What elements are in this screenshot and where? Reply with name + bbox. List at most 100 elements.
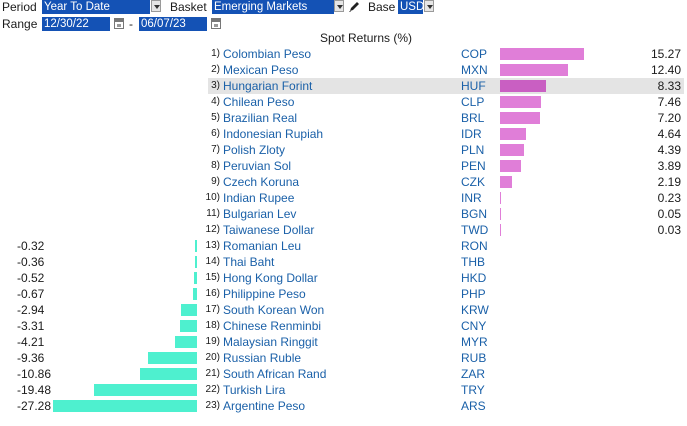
positive-return-bar	[500, 144, 525, 156]
period-dropdown[interactable]: Year To Date	[42, 0, 150, 14]
currency-row[interactable]: 15) Hong Kong Dollar HKD -0.52	[0, 270, 687, 286]
currency-name-link[interactable]: Thai Baht	[223, 255, 275, 269]
currency-name-link[interactable]: Taiwanese Dollar	[223, 223, 315, 237]
return-value: 8.33	[657, 79, 681, 93]
currency-code-link[interactable]: CZK	[461, 175, 485, 189]
currency-name-link[interactable]: Czech Koruna	[223, 175, 300, 189]
currency-code-link[interactable]: HKD	[461, 271, 487, 285]
currency-code-link[interactable]: IDR	[461, 127, 482, 141]
range-start-input[interactable]: 12/30/22	[42, 17, 110, 31]
currency-code-link[interactable]: TRY	[461, 383, 485, 397]
currency-name-link[interactable]: Chilean Peso	[223, 95, 295, 109]
rank-number: 17)	[205, 304, 220, 315]
currency-name-link[interactable]: Indian Rupee	[223, 191, 295, 205]
currency-row[interactable]: 3) Hungarian Forint HUF 8.33	[0, 78, 687, 94]
currency-name-link[interactable]: Romanian Leu	[223, 239, 302, 253]
currency-row[interactable]: 21) South African Rand ZAR -10.86	[0, 366, 687, 382]
currency-row[interactable]: 16) Philippine Peso PHP -0.67	[0, 286, 687, 302]
currency-name-link[interactable]: Mexican Peso	[223, 63, 299, 77]
basket-dropdown[interactable]: Emerging Markets	[212, 0, 334, 14]
currency-row[interactable]: 11) Bulgarian Lev BGN 0.05	[0, 206, 687, 222]
basket-dropdown-arrow-icon[interactable]	[334, 0, 344, 12]
currency-code-link[interactable]: KRW	[461, 303, 489, 317]
base-value: USD	[400, 1, 423, 13]
currency-row[interactable]: 10) Indian Rupee INR 0.23	[0, 190, 687, 206]
currency-code-link[interactable]: INR	[461, 191, 482, 205]
currency-row[interactable]: 13) Romanian Leu RON -0.32	[0, 238, 687, 254]
currency-row[interactable]: 7) Polish Zloty PLN 4.39	[0, 142, 687, 158]
period-dropdown-arrow-icon[interactable]	[151, 0, 161, 12]
negative-return-bar	[94, 384, 197, 396]
currency-name-link[interactable]: Peruvian Sol	[223, 159, 292, 173]
currency-name-link[interactable]: Argentine Peso	[223, 399, 306, 413]
base-dropdown-arrow-icon[interactable]	[424, 0, 434, 12]
return-value: -4.21	[17, 335, 45, 349]
currency-code-link[interactable]: CLP	[461, 95, 485, 109]
currency-code-link[interactable]: CNY	[461, 319, 487, 333]
return-value: -2.94	[17, 303, 45, 317]
currency-name-link[interactable]: Polish Zloty	[223, 143, 286, 157]
range-start-calendar-icon[interactable]	[114, 18, 124, 29]
edit-pencil-icon[interactable]	[348, 0, 361, 13]
positive-return-bar	[500, 128, 526, 140]
currency-code-link[interactable]: TWD	[461, 223, 489, 237]
currency-name-link[interactable]: Brazilian Real	[223, 111, 298, 125]
currency-code-link[interactable]: HUF	[461, 79, 486, 93]
currency-code-link[interactable]: MYR	[461, 335, 488, 349]
positive-return-bar	[500, 80, 546, 92]
currency-row[interactable]: 4) Chilean Peso CLP 7.46	[0, 94, 687, 110]
currency-row[interactable]: 17) South Korean Won KRW -2.94	[0, 302, 687, 318]
currency-row[interactable]: 9) Czech Koruna CZK 2.19	[0, 174, 687, 190]
currency-code-link[interactable]: RUB	[461, 351, 487, 365]
positive-return-bar	[500, 96, 542, 108]
negative-return-bar	[147, 352, 197, 364]
currency-row[interactable]: 18) Chinese Renminbi CNY -3.31	[0, 318, 687, 334]
currency-name-link[interactable]: Hong Kong Dollar	[223, 271, 318, 285]
currency-name-link[interactable]: Indonesian Rupiah	[223, 127, 324, 141]
rank-number: 8)	[211, 160, 220, 171]
currency-row[interactable]: 8) Peruvian Sol PEN 3.89	[0, 158, 687, 174]
rank-number: 14)	[205, 256, 220, 267]
currency-name-link[interactable]: Chinese Renminbi	[223, 319, 322, 333]
currency-name-link[interactable]: Turkish Lira	[223, 383, 286, 397]
currency-row[interactable]: 20) Russian Ruble RUB -9.36	[0, 350, 687, 366]
rank-number: 3)	[211, 80, 220, 91]
currency-name-link[interactable]: South African Rand	[223, 367, 327, 381]
currency-row[interactable]: 22) Turkish Lira TRY -19.48	[0, 382, 687, 398]
currency-name-link[interactable]: Hungarian Forint	[223, 79, 313, 93]
currency-row[interactable]: 14) Thai Baht THB -0.36	[0, 254, 687, 270]
return-value: 0.23	[657, 191, 681, 205]
currency-code-link[interactable]: PEN	[461, 159, 486, 173]
base-currency-dropdown[interactable]: USD	[398, 0, 423, 14]
positive-return-bar	[500, 48, 584, 60]
currency-code-link[interactable]: PLN	[461, 143, 485, 157]
currency-row[interactable]: 23) Argentine Peso ARS -27.28	[0, 398, 687, 414]
range-end-input[interactable]: 06/07/23	[139, 17, 207, 31]
currency-code-link[interactable]: BGN	[461, 207, 488, 221]
currency-name-link[interactable]: Philippine Peso	[223, 287, 306, 301]
currency-name-link[interactable]: Bulgarian Lev	[223, 207, 297, 221]
currency-name-link[interactable]: Malaysian Ringgit	[223, 335, 318, 349]
currency-code-link[interactable]: COP	[461, 47, 488, 61]
positive-return-bar	[500, 192, 502, 204]
currency-name-link[interactable]: Russian Ruble	[223, 351, 302, 365]
negative-return-bar	[174, 336, 197, 348]
currency-code-link[interactable]: ARS	[461, 399, 486, 413]
range-end-calendar-icon[interactable]	[211, 18, 221, 29]
currency-row[interactable]: 2) Mexican Peso MXN 12.40	[0, 62, 687, 78]
currency-row[interactable]: 6) Indonesian Rupiah IDR 4.64	[0, 126, 687, 142]
currency-code-link[interactable]: RON	[461, 239, 488, 253]
currency-row[interactable]: 1) Colombian Peso COP 15.27	[0, 46, 687, 62]
currency-code-link[interactable]: PHP	[461, 287, 486, 301]
currency-code-link[interactable]: THB	[461, 255, 485, 269]
currency-row[interactable]: 19) Malaysian Ringgit MYR -4.21	[0, 334, 687, 350]
currency-code-link[interactable]: ZAR	[461, 367, 485, 381]
currency-code-link[interactable]: BRL	[461, 111, 485, 125]
currency-row[interactable]: 5) Brazilian Real BRL 7.20	[0, 110, 687, 126]
basket-label: Basket	[170, 0, 207, 14]
positive-return-bar	[500, 224, 501, 236]
currency-code-link[interactable]: MXN	[461, 63, 488, 77]
currency-row[interactable]: 12) Taiwanese Dollar TWD 0.03	[0, 222, 687, 238]
currency-name-link[interactable]: Colombian Peso	[223, 47, 312, 61]
currency-name-link[interactable]: South Korean Won	[223, 303, 325, 317]
